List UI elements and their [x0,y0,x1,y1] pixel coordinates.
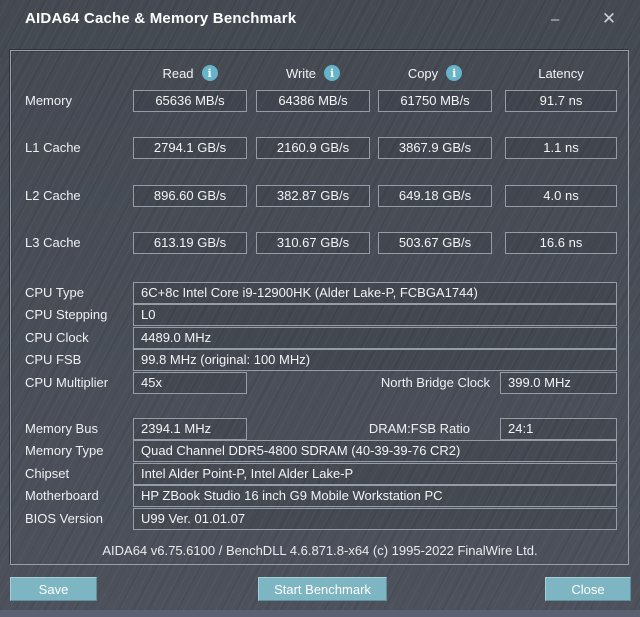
l3-copy-value: 503.67 GB/s [378,232,492,254]
row-label-bios-version: BIOS Version [25,511,104,526]
row-label-l1-cache: L1 Cache [25,140,81,155]
l2-read-value: 896.60 GB/s [133,185,247,207]
close-icon: ✕ [601,9,617,28]
l2-write-value: 382.87 GB/s [256,185,370,207]
minimize-icon: – [550,10,560,28]
memory-copy-value: 61750 MB/s [378,90,492,112]
row-label-memory-bus: Memory Bus [25,421,98,436]
row-label-memory: Memory [25,93,72,108]
row-label-l2-cache: L2 Cache [25,188,81,203]
minimize-button[interactable]: – [532,0,578,38]
row-label-cpu-stepping: CPU Stepping [25,307,108,322]
cpu-fsb-value: 99.8 MHz (original: 100 MHz) [133,349,617,371]
row-label-chipset: Chipset [25,466,70,481]
dram-fsb-ratio-value: 24:1 [500,418,617,440]
cpu-stepping-value: L0 [133,304,617,326]
column-header-read: Read i [133,63,247,83]
row-label-motherboard: Motherboard [25,488,99,503]
write-info-icon[interactable]: i [324,65,341,81]
copy-info-icon[interactable]: i [446,65,463,81]
title-bar: AIDA64 Cache & Memory Benchmark – ✕ [0,0,640,38]
l1-read-value: 2794.1 GB/s [133,137,247,159]
cpu-clock-value: 4489.0 MHz [133,327,617,349]
bios-version-value: U99 Ver. 01.01.07 [133,508,617,530]
column-header-write: Write i [256,63,370,83]
l1-latency-value: 1.1 ns [505,137,617,159]
main-panel [10,50,629,565]
chipset-value: Intel Alder Point-P, Intel Alder Lake-P [133,463,617,485]
cpu-multiplier-value: 45x [133,372,247,394]
l3-latency-value: 16.6 ns [505,232,617,254]
read-info-icon[interactable]: i [201,65,218,81]
l3-write-value: 310.67 GB/s [256,232,370,254]
l1-write-value: 2160.9 GB/s [256,137,370,159]
column-header-latency: Latency [505,63,617,83]
column-header-copy: Copy i [378,63,492,83]
cpu-type-value: 6C+8c Intel Core i9-12900HK (Alder Lake-… [133,282,617,304]
window-bottom-edge [0,610,640,617]
memory-write-value: 64386 MB/s [256,90,370,112]
memory-type-value: Quad Channel DDR5-4800 SDRAM (40-39-39-7… [133,440,617,462]
row-label-memory-type: Memory Type [25,443,104,458]
l1-copy-value: 3867.9 GB/s [378,137,492,159]
column-header-copy-label: Copy [407,65,439,81]
column-header-latency-label: Latency [538,65,584,81]
row-label-cpu-clock: CPU Clock [25,330,89,345]
row-label-cpu-type: CPU Type [25,285,85,300]
north-bridge-clock-value: 399.0 MHz [500,372,617,394]
row-label-l3-cache: L3 Cache [25,235,81,250]
close-button-footer[interactable]: Close [545,577,631,601]
column-header-write-label: Write [285,65,317,81]
window-title: AIDA64 Cache & Memory Benchmark [25,10,297,27]
memory-read-value: 65636 MB/s [133,90,247,112]
save-button[interactable]: Save [10,577,97,601]
motherboard-value: HP ZBook Studio 16 inch G9 Mobile Workst… [133,485,617,507]
l2-copy-value: 649.18 GB/s [378,185,492,207]
close-button[interactable]: ✕ [586,0,632,38]
row-label-dram-fsb-ratio: DRAM:FSB Ratio [368,421,470,436]
version-text: AIDA64 v6.75.6100 / BenchDLL 4.6.871.8-x… [102,543,538,558]
l2-latency-value: 4.0 ns [505,185,617,207]
memory-bus-value: 2394.1 MHz [133,418,247,440]
column-header-read-label: Read [162,65,194,81]
row-label-cpu-fsb: CPU FSB [25,352,82,367]
l3-read-value: 613.19 GB/s [133,232,247,254]
start-benchmark-button[interactable]: Start Benchmark [258,577,387,601]
row-label-north-bridge-clock: North Bridge Clock [380,375,490,390]
row-label-cpu-multiplier: CPU Multiplier [25,375,109,390]
memory-latency-value: 91.7 ns [505,90,617,112]
